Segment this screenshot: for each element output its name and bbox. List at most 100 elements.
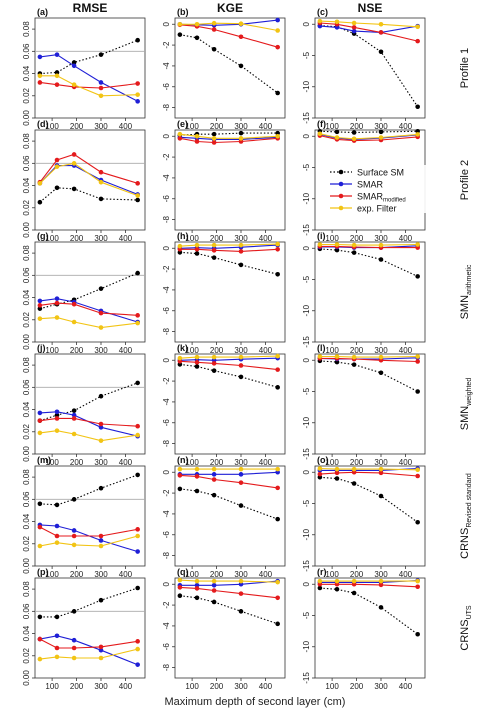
x-tick-label: 100 [185, 570, 199, 579]
data-point-smar_mod [275, 595, 280, 601]
x-tick-label: 200 [70, 234, 84, 243]
data-point-exp [351, 466, 357, 472]
data-point-smar_mod [135, 313, 140, 318]
data-point-exp [238, 578, 244, 584]
legend-entry-background [324, 165, 452, 177]
y-tick-label: -2 [162, 489, 171, 497]
data-point-smar [54, 523, 60, 529]
series-line-smar [39, 635, 138, 666]
data-point-exp [238, 21, 244, 27]
y-tick-label: -2 [162, 377, 171, 385]
series-line-exp [39, 648, 138, 660]
y-tick-label: 0 [162, 357, 171, 362]
panel-letter: (b) [177, 7, 189, 17]
data-point-smar_mod [54, 300, 60, 306]
panel-frame [174, 353, 286, 455]
series-line-surface [179, 34, 279, 94]
y-tick-label: -4 [162, 510, 171, 518]
x-tick-label: 400 [259, 682, 273, 691]
data-point-surface [211, 599, 217, 605]
x-tick-label: 200 [70, 682, 84, 691]
x-tick-label: 300 [94, 570, 108, 579]
data-point-surface [238, 609, 244, 614]
data-point-surface [378, 370, 384, 376]
data-point-exp [275, 28, 280, 33]
data-point-surface [37, 199, 43, 205]
data-point-exp [317, 18, 323, 24]
panel-j: 0.00 0.02 0.04 0.06 0.08 100 200 300 400 (j) [22, 343, 146, 467]
legend-marker-smar_mod [338, 193, 344, 199]
series-line-smar_mod [319, 583, 418, 588]
y-tick-label: -5 [302, 611, 311, 619]
x-tick-label: 200 [70, 122, 84, 131]
data-point-smar_mod [54, 82, 60, 87]
series-line-exp [319, 467, 418, 471]
data-point-surface [54, 70, 60, 75]
data-point-smar [54, 633, 60, 639]
series-line-smar [39, 298, 138, 323]
data-point-surface [415, 104, 420, 110]
y-tick-label: -8 [162, 551, 171, 559]
data-point-smar_mod [211, 477, 217, 482]
data-point-smar_mod [98, 421, 104, 427]
data-point-exp [54, 73, 60, 79]
y-tick-label: 0.00 [22, 670, 31, 686]
data-point-exp [177, 21, 183, 27]
legend-marker-smar [338, 181, 344, 187]
data-point-exp [37, 543, 43, 549]
data-point-smar_mod [177, 136, 183, 141]
series-line-exp [179, 355, 278, 359]
data-point-smar [71, 63, 77, 69]
series-line-surface [179, 595, 278, 625]
panel-frame [174, 465, 286, 567]
legend-label-smar: SMAR [357, 180, 384, 190]
y-tick-label: -2 [162, 601, 171, 609]
data-point-surface [135, 380, 140, 386]
data-point-exp [211, 20, 217, 26]
data-point-smar [211, 472, 217, 477]
data-point-surface [378, 49, 384, 55]
data-point-smar [54, 409, 60, 415]
panel-letter: (e) [177, 119, 188, 129]
x-tick-label: 400 [399, 570, 413, 579]
data-point-smar_mod [275, 367, 280, 372]
x-tick-label: 200 [350, 458, 364, 467]
y-tick-label: 0.02 [22, 199, 31, 215]
data-point-exp [37, 430, 43, 436]
data-point-surface [275, 621, 280, 627]
panel-r: 0 -5 -10 -15 100 200 300 400 (r) [302, 567, 426, 691]
series-line-smar_mod [319, 471, 418, 477]
y-tick-label: -6 [162, 419, 171, 427]
data-point-exp [194, 133, 200, 139]
panel-letter: (d) [37, 119, 49, 129]
series-line-smar [39, 54, 138, 102]
data-point-exp [415, 24, 420, 30]
data-point-exp [135, 432, 140, 438]
panel-c: 0 -5 -10 -15 100 200 300 400 (c) [302, 7, 426, 131]
data-point-smar_mod [98, 533, 104, 539]
x-tick-label: 400 [399, 234, 413, 243]
data-point-smar_mod [135, 181, 140, 186]
series-line-smar_mod [39, 526, 138, 537]
series-line-exp [179, 579, 278, 583]
y-tick-label: -8 [162, 327, 171, 335]
data-point-surface [351, 250, 357, 255]
data-point-smar_mod [378, 582, 384, 588]
y-tick-label: -15 [302, 560, 311, 572]
y-tick-label: 0.08 [22, 357, 31, 373]
panel-letter: (n) [177, 455, 189, 465]
y-tick-label: -5 [302, 499, 311, 507]
y-tick-label: 0.08 [22, 21, 31, 37]
data-point-surface [334, 129, 340, 135]
data-point-exp [135, 92, 140, 97]
data-point-exp [378, 135, 384, 140]
panel-i: 0 -5 -10 -15 100 200 300 400 (i) [302, 231, 426, 355]
data-point-smar_mod [71, 152, 77, 157]
data-point-smar_mod [135, 81, 140, 86]
data-point-surface [135, 585, 140, 591]
y-tick-label: -10 [302, 528, 311, 540]
data-point-exp [378, 354, 384, 360]
data-point-smar [211, 582, 217, 588]
legend-marker-surface [338, 169, 344, 175]
data-point-exp [135, 533, 140, 539]
